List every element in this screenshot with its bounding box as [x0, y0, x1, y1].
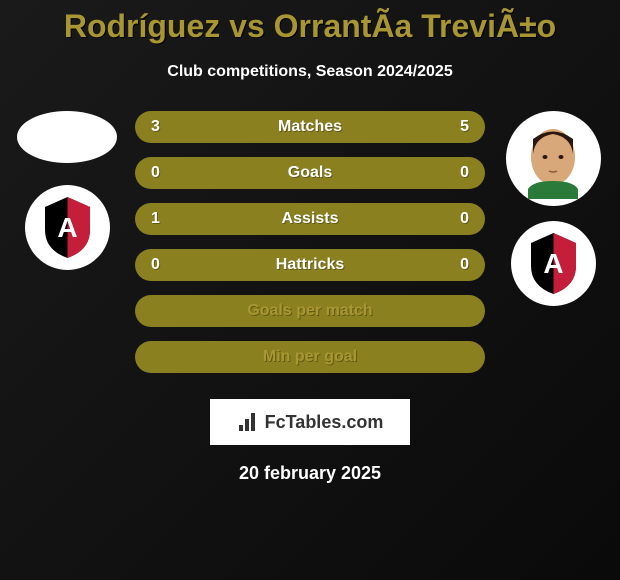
- subtitle: Club competitions, Season 2024/2025: [0, 63, 620, 81]
- stat-right-value: 0: [460, 256, 469, 274]
- date-text: 20 february 2025: [0, 463, 620, 484]
- stat-left-value: 0: [151, 256, 160, 274]
- atlas-shield-icon: A: [526, 231, 581, 296]
- player1-avatar: [17, 111, 117, 163]
- stat-label: Goals: [288, 164, 332, 182]
- stats-column: 3 Matches 5 0 Goals 0 1 Assists 0 0 Hatt…: [135, 111, 485, 387]
- stat-right-value: 0: [460, 164, 469, 182]
- stat-row-min-per-goal: Min per goal: [135, 341, 485, 373]
- player2-avatar: [506, 111, 601, 206]
- stat-label: Hattricks: [276, 256, 344, 274]
- branding-badge: FcTables.com: [210, 399, 410, 445]
- atlas-shield-icon: A: [40, 195, 95, 260]
- chart-icon: [237, 411, 259, 433]
- stat-row-matches: 3 Matches 5: [135, 111, 485, 143]
- page-title: Rodríguez vs OrrantÃ­a TreviÃ±o: [0, 0, 620, 45]
- player1-column: A: [12, 111, 122, 270]
- player1-club-logo: A: [25, 185, 110, 270]
- stat-row-goals: 0 Goals 0: [135, 157, 485, 189]
- stat-left-value: 3: [151, 118, 160, 136]
- main-comparison-area: A 3 Matches 5 0 Goals 0 1 Assists 0 0 Ha…: [0, 111, 620, 391]
- stat-left-value: 0: [151, 164, 160, 182]
- player2-column: A: [498, 111, 608, 306]
- svg-text:A: A: [543, 248, 563, 279]
- stat-left-value: 1: [151, 210, 160, 228]
- svg-text:A: A: [57, 212, 77, 243]
- player2-club-logo: A: [511, 221, 596, 306]
- stat-label: Matches: [278, 118, 342, 136]
- stat-right-value: 5: [460, 118, 469, 136]
- stat-right-value: 0: [460, 210, 469, 228]
- stat-label: Min per goal: [263, 348, 357, 366]
- player-face-icon: [513, 119, 593, 199]
- stat-label: Goals per match: [247, 302, 372, 320]
- stat-label: Assists: [282, 210, 339, 228]
- branding-text: FcTables.com: [265, 412, 384, 433]
- stat-row-goals-per-match: Goals per match: [135, 295, 485, 327]
- stat-row-assists: 1 Assists 0: [135, 203, 485, 235]
- stat-row-hattricks: 0 Hattricks 0: [135, 249, 485, 281]
